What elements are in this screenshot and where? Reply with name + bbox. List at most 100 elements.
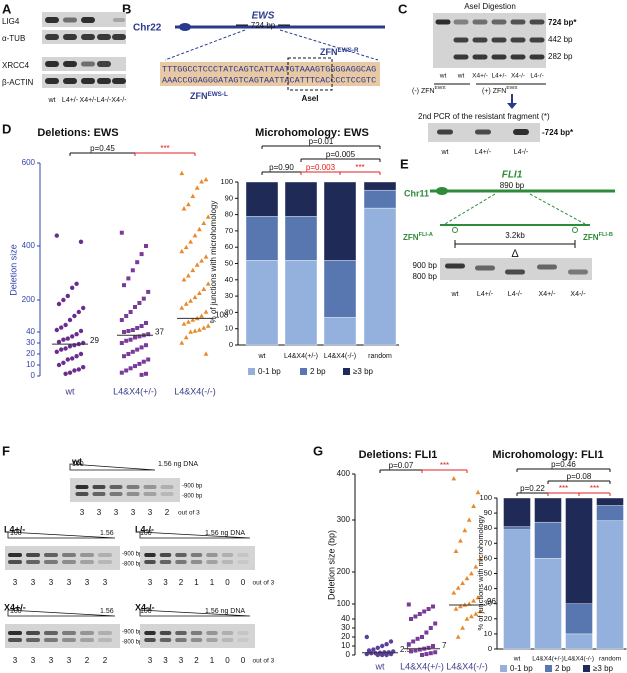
label-base: (+) ZFN (482, 88, 506, 95)
lane-label: L4-/- (97, 97, 112, 104)
label-base: ZFN (320, 47, 338, 57)
point (146, 357, 151, 362)
p-value: p=0.46 (551, 460, 576, 469)
count: 0 (241, 578, 246, 587)
count-suffix: out of 3 (178, 510, 200, 517)
point (54, 233, 59, 238)
point (406, 602, 411, 607)
panel-label: C (398, 1, 408, 16)
gel-band (472, 37, 488, 43)
point (128, 310, 133, 314)
lane-label: L4+/- (62, 97, 79, 104)
count: 0 (225, 656, 230, 665)
y-tick-label: 40 (26, 327, 35, 336)
zoom-line (444, 193, 496, 225)
point (475, 595, 481, 600)
point (74, 281, 79, 286)
y-tick-label: 20 (341, 632, 350, 641)
gel-band (44, 631, 58, 635)
point (54, 327, 59, 333)
genotype-label: wt (71, 456, 82, 466)
gel-band (62, 553, 76, 557)
lane-label: X4-/- (570, 291, 586, 298)
point (63, 322, 68, 328)
gel-band (98, 553, 112, 557)
gel-band (143, 492, 157, 496)
point (70, 356, 75, 361)
x-tick-label: L4&X4(+/-) (400, 661, 444, 671)
point (375, 652, 380, 658)
gel-band (510, 19, 526, 25)
count: 3 (13, 578, 18, 587)
y-tick-label: 100 (220, 177, 233, 186)
point (61, 360, 66, 365)
dilution-wedge (139, 609, 251, 617)
label: (-) ZFNEWS (412, 85, 446, 95)
point (65, 293, 71, 299)
label: ZFNEWS-R (320, 47, 359, 58)
point (119, 318, 124, 322)
panel-label: D (2, 121, 11, 136)
gel-band (80, 553, 94, 557)
gel-band (143, 485, 157, 489)
lane-label: X4-/- (511, 73, 525, 80)
y-tick-label: 30 (26, 338, 35, 347)
gel-band (221, 553, 234, 557)
point (179, 170, 185, 176)
point (63, 371, 68, 376)
p-value: p=0.08 (567, 472, 592, 481)
agarose-gel (140, 546, 255, 570)
lane-label: L4-/- (530, 73, 543, 80)
y-tick-label: 40 (225, 275, 233, 284)
bar-segment (323, 317, 357, 346)
agarose-gel (433, 13, 546, 68)
legend-swatch (300, 368, 307, 375)
point (70, 285, 75, 291)
y-tick-label: 100 (479, 493, 492, 502)
bar-segment (534, 521, 562, 559)
gel-band (510, 54, 526, 60)
point (371, 647, 376, 652)
point (375, 645, 380, 650)
gel-band (491, 37, 507, 43)
point (190, 267, 196, 273)
bar-segment (534, 558, 562, 650)
dilution-wedge (7, 531, 116, 539)
size-label: 724 bp* (548, 18, 577, 27)
point (413, 648, 418, 653)
point (199, 313, 204, 318)
point (411, 639, 416, 644)
point (135, 347, 140, 352)
lane-label: X4-/- (111, 97, 127, 104)
y-tick-label: 10 (225, 324, 233, 333)
gel-band (221, 560, 234, 564)
point (81, 305, 86, 311)
p-value: p=0.01 (309, 137, 334, 146)
gel-band (81, 61, 95, 67)
point (424, 630, 429, 635)
label: Chr11 (404, 188, 429, 198)
gel-band (80, 560, 94, 564)
point (76, 309, 82, 315)
point (194, 262, 200, 267)
point (380, 652, 385, 658)
point (471, 598, 476, 603)
point (130, 349, 135, 354)
x-tick-label: random (599, 656, 621, 663)
point (473, 564, 479, 569)
point (144, 371, 148, 376)
point (426, 607, 431, 611)
gel-band (26, 631, 40, 635)
point (78, 328, 84, 334)
gel-band (45, 61, 59, 67)
agarose-gel (70, 478, 180, 502)
count: 3 (49, 578, 54, 587)
count: 3 (49, 656, 54, 665)
point (72, 368, 77, 373)
agarose-gel (440, 258, 592, 280)
y-tick-label: 20 (225, 307, 233, 316)
label-sup: EWS-R (338, 47, 359, 54)
point (462, 527, 468, 533)
chart-title: Deletions: FLI1 (359, 449, 438, 461)
